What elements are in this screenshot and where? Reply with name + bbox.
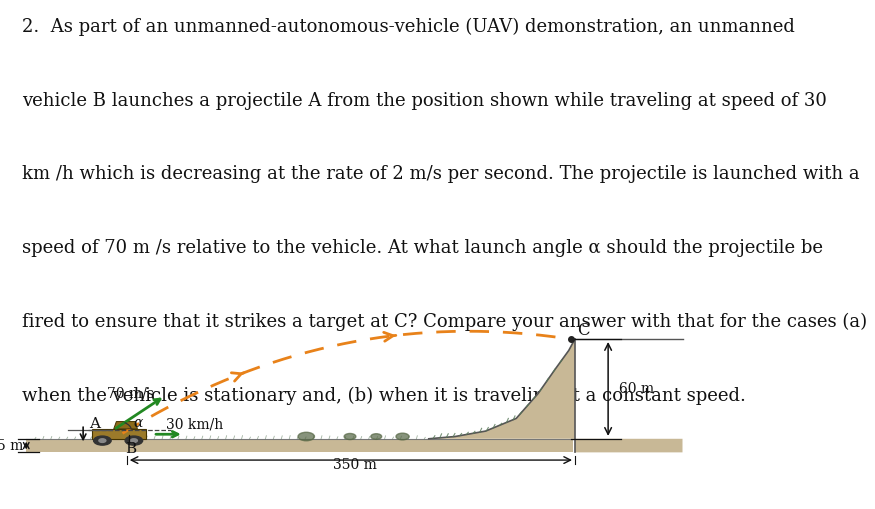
Circle shape [396,433,409,440]
Text: 70 m/s: 70 m/s [107,386,154,400]
Circle shape [94,436,111,445]
Text: km /h which is decreasing at the rate of 2 m/s per second. The projectile is lau: km /h which is decreasing at the rate of… [22,165,859,183]
Text: vehicle B launches a projectile A from the position shown while traveling at spe: vehicle B launches a projectile A from t… [22,92,827,109]
Text: when the vehicle is stationary and, (b) when it is traveling at a constant speed: when the vehicle is stationary and, (b) … [22,387,746,405]
Polygon shape [114,421,137,429]
Circle shape [99,439,106,442]
Circle shape [125,436,143,445]
Text: 60 m: 60 m [619,382,654,396]
Text: B: B [125,442,136,456]
Circle shape [344,434,356,440]
Polygon shape [429,339,682,453]
Circle shape [130,439,137,442]
Text: 350 m: 350 m [333,458,377,472]
Text: A: A [89,417,101,431]
Text: 2.  As part of an unmanned-autonomous-vehicle (UAV) demonstration, an unmanned: 2. As part of an unmanned-autonomous-veh… [22,18,794,36]
Text: 30 km/h: 30 km/h [166,418,223,432]
Text: fired to ensure that it strikes a target at C? Compare your answer with that for: fired to ensure that it strikes a target… [22,313,867,331]
Circle shape [371,434,382,439]
Circle shape [298,432,314,441]
Polygon shape [26,439,573,453]
Polygon shape [92,429,146,439]
Text: 2.5 m: 2.5 m [0,439,24,453]
Text: α: α [133,416,143,430]
Text: C: C [577,322,589,339]
Text: speed of 70 m /s relative to the vehicle. At what launch angle α should the proj: speed of 70 m /s relative to the vehicle… [22,239,822,257]
